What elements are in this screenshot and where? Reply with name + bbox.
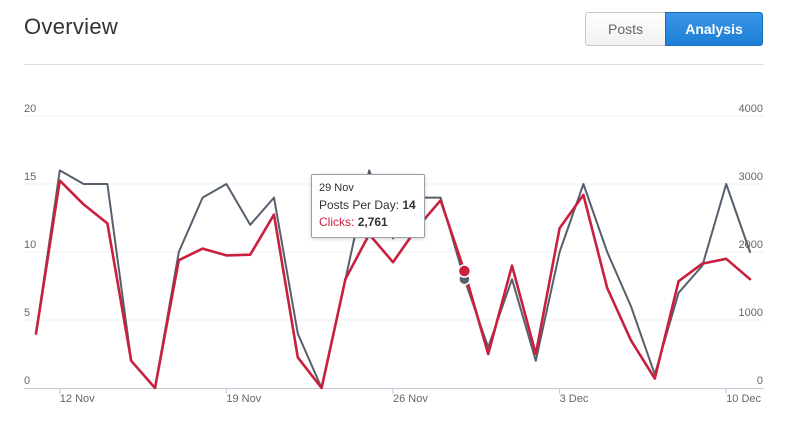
tooltip-clicks-label: Clicks: [319,215,355,229]
left-axis-ticks: 0 5 10 15 20 [24,103,36,387]
x-axis-tick-label: 26 Nov [393,393,428,405]
left-axis-tick-label: 15 [24,171,36,183]
x-axis-tick-label: 12 Nov [60,393,95,405]
right-axis-tick-label: 0 [757,375,763,387]
left-axis-tick-label: 0 [24,375,30,387]
chart-tooltip: 29 Nov Posts Per Day: 14 Clicks: 2,761 [311,174,425,238]
tooltip-date: 29 Nov [319,182,354,194]
right-axis-tick-label: 2000 [739,239,763,251]
tooltip-posts-value: 14 [402,198,416,212]
tooltip-posts-label: Posts Per Day: [319,198,400,212]
x-axis-tick-label: 10 Dec [726,393,761,405]
posts-tab-button[interactable]: Posts [585,12,665,46]
header-divider [24,64,764,65]
x-axis-tick-label: 19 Nov [226,393,261,405]
right-axis-tick-label: 1000 [739,307,763,319]
x-axis: 12 Nov 19 Nov 26 Nov 3 Dec 10 Dec [24,388,764,405]
tooltip-clicks-value: 2,761 [357,215,388,229]
left-axis-tick-label: 10 [24,239,36,251]
left-axis-tick-label: 5 [24,307,30,319]
x-axis-tick-label: 3 Dec [560,393,589,405]
view-toggle: Posts Analysis [585,12,763,46]
left-axis-tick-label: 20 [24,103,36,115]
right-axis-tick-label: 4000 [739,103,763,115]
right-axis-tick-label: 3000 [739,171,763,183]
right-axis-ticks: 0 1000 2000 3000 4000 [739,103,763,387]
hover-markers [457,264,472,286]
tooltip-clicks-row: Clicks: 2,761 [319,214,416,231]
tooltip-posts-row: Posts Per Day: 14 [319,197,416,214]
analysis-tab-button[interactable]: Analysis [665,12,763,46]
chart-series [34,169,752,390]
clicks-line [34,179,752,390]
page-title: Overview [24,14,119,39]
clicks-hover-marker [457,264,472,278]
